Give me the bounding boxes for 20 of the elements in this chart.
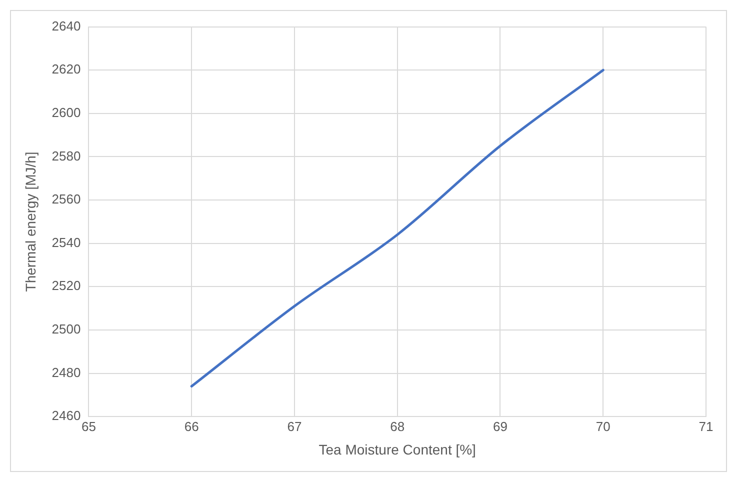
line-series	[190, 68, 604, 388]
x-tick-label: 71	[698, 418, 714, 434]
y-tick-label: 2580	[52, 148, 81, 164]
y-tick-label: 2520	[52, 278, 81, 294]
y-tick-label: 2560	[52, 192, 81, 207]
y-tick-label: 2540	[52, 234, 81, 250]
x-tick-label: 70	[596, 418, 610, 434]
y-tick-label: 2640	[52, 18, 81, 34]
x-axis-title: Tea Moisture Content [%]	[318, 441, 476, 458]
y-axis-title: Thermal energy [MJ/h]	[22, 152, 38, 292]
x-tick-label: 69	[493, 418, 508, 434]
y-tick-label: 2620	[52, 62, 81, 77]
x-tick-label: 65	[81, 418, 96, 434]
y-tick-label: 2600	[52, 105, 81, 120]
y-tick-label: 2460	[52, 408, 81, 424]
y-tick-label: 2500	[52, 322, 81, 337]
x-tick-label: 68	[390, 418, 405, 434]
x-tick-label: 67	[287, 418, 302, 434]
x-tick-label: 66	[184, 418, 199, 434]
y-tick-label: 2480	[52, 364, 81, 380]
